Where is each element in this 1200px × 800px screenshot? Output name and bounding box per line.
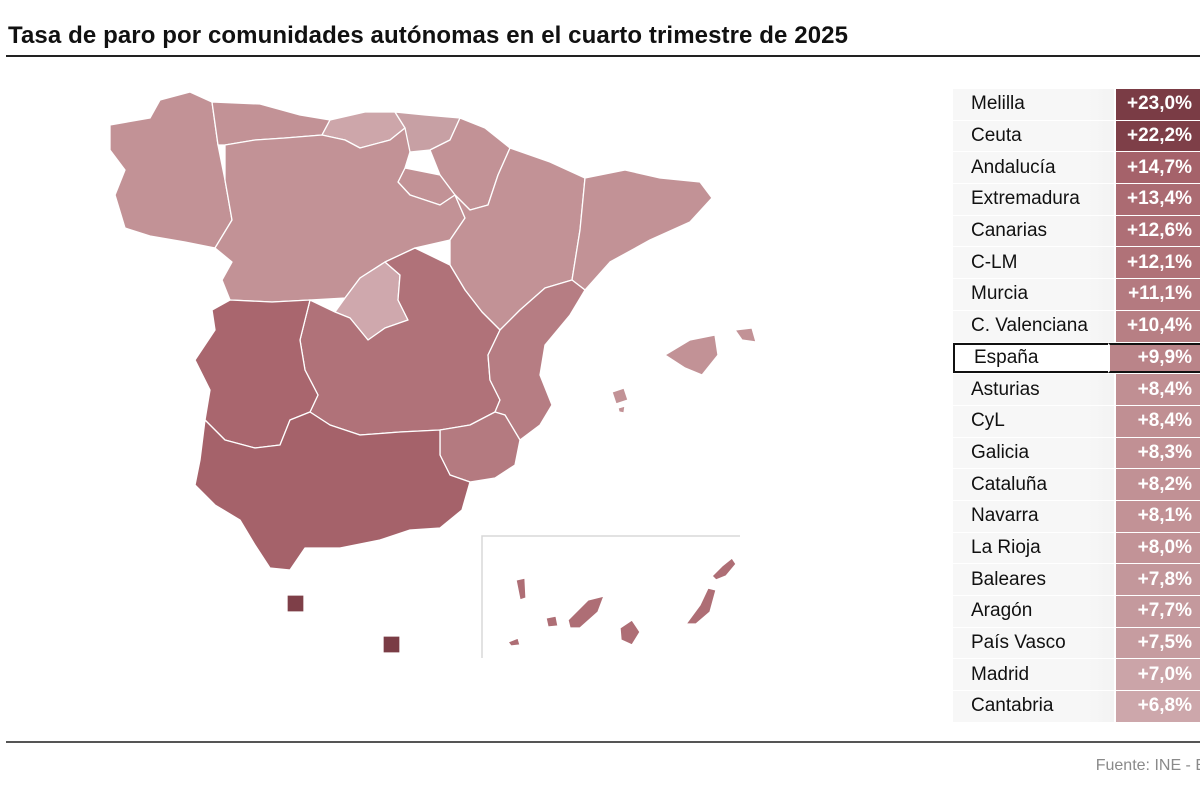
region-name: País Vasco [971, 632, 1066, 654]
table-row: Madrid +7,0% [953, 659, 1200, 692]
table-row: Asturias +8,4% [953, 374, 1200, 406]
table-row: Navarra +8,1% [953, 500, 1200, 533]
region-name: Murcia [971, 283, 1029, 305]
unemployment-rate-value: +8,4% [1114, 374, 1200, 405]
region-name: Cantabria [971, 695, 1054, 717]
region-canarias-tenerife [567, 595, 605, 629]
unemployment-rate-value: +12,6% [1114, 215, 1200, 247]
table-row: España +9,9% [953, 342, 1200, 375]
region-baleares-formentera [617, 405, 626, 414]
canarias-inset-frame [481, 535, 740, 658]
unemployment-rate-value: +22,2% [1114, 120, 1200, 152]
region-name: Baleares [971, 568, 1046, 590]
region-name: C. Valenciana [971, 315, 1088, 337]
unemployment-rate-value: +8,0% [1114, 532, 1200, 564]
region-name: Melilla [971, 93, 1025, 115]
region-canarias-el-hierro [507, 637, 521, 647]
region-name: España [953, 342, 1108, 374]
region-canarias-lanzarote [711, 557, 737, 581]
unemployment-rate-value: +8,1% [1114, 500, 1200, 532]
table-row: Canarias +12,6% [953, 215, 1200, 248]
table-row: Cataluña +8,2% [953, 469, 1200, 501]
region-ceuta [286, 594, 305, 613]
region-name: CyL [971, 410, 1005, 432]
footer-divider [6, 741, 1200, 743]
table-row: Extremadura +13,4% [953, 184, 1200, 216]
region-canarias-la-gomera [545, 615, 559, 628]
unemployment-rate-value: +7,8% [1114, 564, 1200, 595]
unemployment-rate-value: +7,7% [1114, 596, 1200, 627]
region-name: C-LM [971, 251, 1018, 273]
chart-title: Tasa de paro por comunidades autónomas e… [8, 22, 849, 49]
region-baleares-menorca [734, 327, 757, 343]
table-row: País Vasco +7,5% [953, 627, 1200, 660]
unemployment-rate-value: +23,0% [1114, 89, 1200, 120]
unemployment-rate-value: +6,8% [1114, 691, 1200, 722]
source-credit: Fuente: INE - E [1095, 757, 1200, 774]
unemployment-rate-value: +13,4% [1114, 184, 1200, 215]
region-name: Canarias [971, 220, 1048, 242]
unemployment-rate-value: +10,4% [1114, 310, 1200, 342]
region-name: Navarra [971, 505, 1039, 527]
region-canarias-fuerteventura [685, 587, 717, 625]
region-canarias-la-palma [515, 577, 527, 601]
table-row: La Rioja +8,0% [953, 532, 1200, 565]
table-row: C. Valenciana +10,4% [953, 310, 1200, 343]
table-row: Ceuta +22,2% [953, 120, 1200, 153]
region-name: Aragón [971, 600, 1033, 622]
region-name: Extremadura [971, 188, 1080, 210]
region-name: Cataluña [971, 473, 1048, 495]
table-row: CyL +8,4% [953, 405, 1200, 438]
region-name: Galicia [971, 441, 1030, 463]
region-baleares-mallorca [664, 334, 719, 376]
unemployment-rate-value: +12,1% [1114, 247, 1200, 279]
table-row: Baleares +7,8% [953, 564, 1200, 596]
table-row: Andalucía +14,7% [953, 152, 1200, 185]
region-canarias-gran-canaria [619, 619, 641, 646]
unemployment-rate-value: +7,5% [1114, 627, 1200, 659]
table-row: C-LM +12,1% [953, 247, 1200, 280]
title-divider [6, 55, 1200, 57]
unemployment-rate-value: +8,3% [1114, 437, 1200, 469]
region-baleares-ibiza [611, 387, 629, 405]
region-name: La Rioja [971, 536, 1041, 558]
unemployment-rate-value: +7,0% [1114, 659, 1200, 691]
table-row: Cantabria +6,8% [953, 691, 1200, 723]
table-row: Galicia +8,3% [953, 437, 1200, 470]
spain-choropleth-map [109, 91, 757, 658]
unemployment-rate-value: +14,7% [1114, 152, 1200, 184]
unemployment-rate-value: +9,9% [1108, 342, 1200, 374]
unemployment-rate-value: +8,2% [1114, 469, 1200, 500]
unemployment-rate-value: +8,4% [1114, 405, 1200, 437]
region-name: Asturias [971, 378, 1040, 400]
table-row: Aragón +7,7% [953, 596, 1200, 628]
region-name: Andalucía [971, 156, 1056, 178]
unemployment-ranking-table: Melilla +23,0% Ceuta +22,2% Andalucía +14,7% E… [953, 89, 1200, 723]
table-row: Murcia +11,1% [953, 279, 1200, 311]
region-andalucia [194, 411, 471, 571]
region-melilla [382, 635, 401, 654]
table-row: Melilla +23,0% [953, 89, 1200, 121]
region-cataluna [571, 169, 713, 291]
unemployment-rate-value: +11,1% [1114, 279, 1200, 310]
region-name: Ceuta [971, 125, 1022, 147]
region-name: Madrid [971, 663, 1030, 685]
